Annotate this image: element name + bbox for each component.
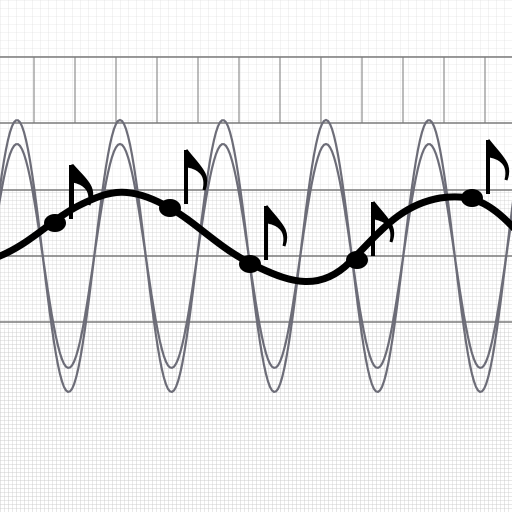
eighth-note-icon: [70, 164, 94, 210]
eighth-note-icon: [239, 205, 288, 273]
sine-wave-band: [0, 118, 512, 394]
music-notes: [44, 139, 510, 273]
melody-line: [0, 188, 512, 285]
eighth-note-icon: [159, 149, 208, 217]
eighth-note-icon: [461, 139, 510, 207]
eighth-note-icon: [346, 201, 395, 269]
